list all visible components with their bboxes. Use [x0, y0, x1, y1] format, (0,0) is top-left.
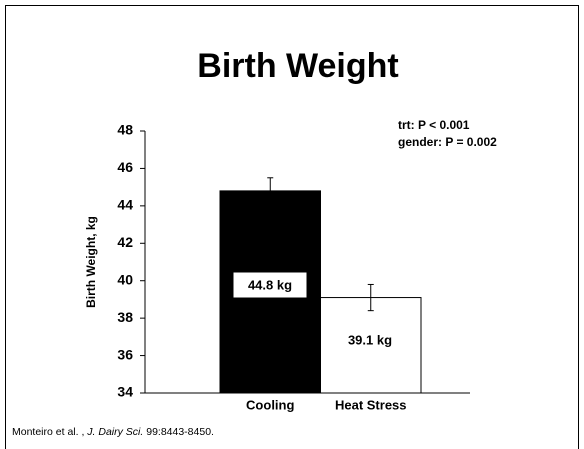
slide-frame	[5, 5, 579, 449]
y-tick-label: 48	[117, 122, 133, 138]
y-tick-label: 44	[117, 197, 133, 213]
data-label: 44.8 kg	[248, 277, 292, 292]
y-tick-label: 40	[117, 271, 133, 287]
source-part: 99:8443-8450.	[143, 426, 214, 438]
y-axis-label: Birth Weight, kg	[84, 216, 98, 308]
source-note: Monteiro et al. , J. Dairy Sci. 99:8443-…	[12, 426, 214, 438]
bar	[320, 297, 422, 394]
y-tick-label: 34	[117, 384, 133, 400]
source-part: Monteiro et al. ,	[12, 426, 87, 438]
annotation: gender: P = 0.002	[398, 135, 497, 149]
y-tick-label: 46	[117, 159, 133, 175]
y-tick-label: 38	[117, 309, 133, 325]
data-label-box	[232, 271, 308, 299]
source-journal: J. Dairy Sci.	[86, 426, 143, 438]
x-tick-label: Heat Stress	[335, 397, 407, 412]
data-label: 39.1 kg	[348, 332, 392, 347]
chart-title: Birth Weight	[197, 47, 398, 85]
y-tick-label: 42	[117, 234, 133, 250]
y-tick-label: 36	[117, 346, 133, 362]
annotation: trt: P < 0.001	[398, 118, 470, 132]
x-tick-label: Cooling	[246, 397, 294, 412]
